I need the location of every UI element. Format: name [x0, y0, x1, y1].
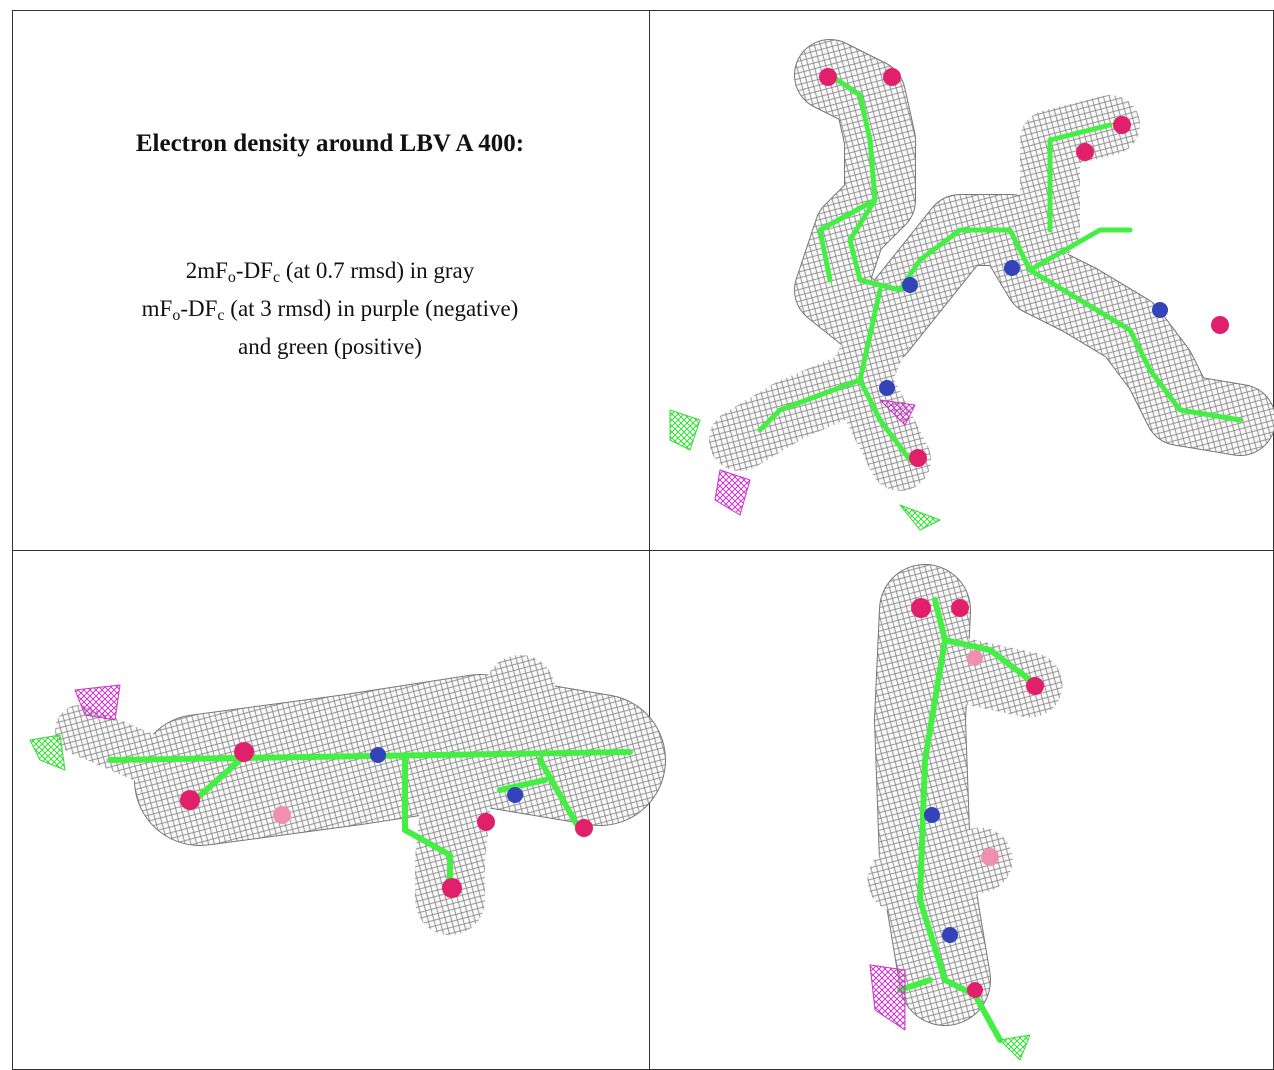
oxygen-atom	[951, 599, 969, 617]
oxygen-atom	[909, 449, 927, 467]
density-mesh	[1050, 125, 1110, 230]
oxygen-atom	[967, 982, 983, 998]
oxygen-atom	[1211, 316, 1229, 334]
oxygen-atom	[981, 848, 999, 866]
text: 2mF	[186, 258, 228, 283]
nitrogen-atom	[924, 807, 940, 823]
text: mF	[142, 296, 173, 321]
positive-density	[670, 410, 700, 450]
legend-line: 2mFo-DFc (at 0.7 rmsd) in gray	[12, 252, 648, 290]
oxygen-atom	[1076, 143, 1094, 161]
page: {"legend": {"title": "Electron density a…	[0, 0, 1274, 1070]
oxygen-atom	[442, 878, 462, 898]
subscript: o	[228, 269, 236, 286]
oxygen-atom	[1026, 677, 1044, 695]
text: (at 3 rmsd) in purple (negative)	[225, 296, 519, 321]
legend-line: mFo-DFc (at 3 rmsd) in purple (negative)	[12, 290, 648, 328]
nitrogen-atom	[1152, 302, 1168, 318]
density-view-2	[30, 685, 630, 900]
oxygen-atom	[180, 790, 200, 810]
nitrogen-atom	[507, 787, 523, 803]
subscript: c	[273, 269, 280, 286]
oxygen-atom	[819, 68, 837, 86]
oxygen-atom	[911, 598, 931, 618]
oxygen-atom	[1113, 116, 1131, 134]
page-body: Electron density around LBV A 400: 2mFo-…	[0, 0, 1274, 1070]
nitrogen-atom	[902, 277, 918, 293]
oxygen-atom	[234, 742, 254, 762]
legend-cell: Electron density around LBV A 400: 2mFo-…	[12, 10, 648, 550]
text: -DF	[180, 296, 217, 321]
nitrogen-atom	[1004, 260, 1020, 276]
density-mesh	[80, 730, 150, 760]
text: and green (positive)	[238, 334, 422, 359]
nitrogen-atom	[942, 927, 958, 943]
oxygen-atom	[883, 68, 901, 86]
legend-line: and green (positive)	[12, 328, 648, 366]
oxygen-atom	[967, 650, 983, 666]
positive-density	[900, 505, 940, 530]
legend-title: Electron density around LBV A 400:	[12, 130, 648, 158]
legend-lines: 2mFo-DFc (at 0.7 rmsd) in gray mFo-DFc (…	[12, 252, 648, 366]
nitrogen-atom	[879, 380, 895, 396]
nitrogen-atom	[370, 747, 386, 763]
oxygen-atom	[273, 806, 291, 824]
subscript: c	[217, 307, 224, 324]
oxygen-atom	[575, 819, 593, 837]
positive-density	[1000, 1035, 1030, 1060]
text: -DF	[236, 258, 273, 283]
text: (at 0.7 rmsd) in gray	[280, 258, 474, 283]
density-view-1	[670, 68, 1240, 530]
negative-density	[870, 965, 905, 1030]
oxygen-atom	[477, 813, 495, 831]
density-view-3	[870, 598, 1044, 1060]
positive-density	[30, 735, 65, 770]
